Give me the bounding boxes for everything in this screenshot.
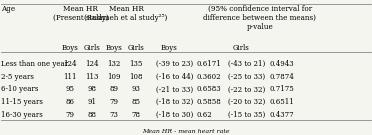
Text: Age: Age (1, 5, 16, 13)
Text: 0.6171: 0.6171 (196, 60, 221, 68)
Text: 132: 132 (107, 60, 121, 68)
Text: 98: 98 (87, 85, 96, 93)
Text: 0.7874: 0.7874 (269, 73, 294, 81)
Text: 91: 91 (87, 98, 96, 106)
Text: 124: 124 (63, 60, 76, 68)
Text: (-25 to 33): (-25 to 33) (228, 73, 266, 81)
Text: 73: 73 (110, 111, 118, 119)
Text: 135: 135 (129, 60, 143, 68)
Text: 6-10 years: 6-10 years (1, 85, 39, 93)
Text: 78: 78 (132, 111, 141, 119)
Text: Boys: Boys (106, 44, 122, 52)
Text: 108: 108 (129, 73, 143, 81)
Text: 16-30 years: 16-30 years (1, 111, 43, 119)
Text: 85: 85 (132, 98, 141, 106)
Text: 0.7175: 0.7175 (269, 85, 294, 93)
Text: 0.62: 0.62 (196, 111, 212, 119)
Text: 95: 95 (65, 85, 74, 93)
Text: Girls: Girls (83, 44, 100, 52)
Text: 86: 86 (65, 98, 74, 106)
Text: 0.4377: 0.4377 (269, 111, 294, 119)
Text: 0.3602: 0.3602 (196, 73, 221, 81)
Text: 2-5 years: 2-5 years (1, 73, 34, 81)
Text: Less than one year: Less than one year (1, 60, 68, 68)
Text: (-18 to 30): (-18 to 30) (157, 111, 194, 119)
Text: Girls: Girls (232, 44, 249, 52)
Text: (-20 to 32): (-20 to 32) (228, 98, 266, 106)
Text: 0.4943: 0.4943 (269, 60, 294, 68)
Text: (-21 to 33): (-21 to 33) (157, 85, 193, 93)
Text: 0.5858: 0.5858 (196, 98, 221, 106)
Text: 89: 89 (109, 85, 119, 93)
Text: (-15 to 35): (-15 to 35) (228, 111, 266, 119)
Text: 79: 79 (65, 111, 74, 119)
Text: 109: 109 (107, 73, 121, 81)
Text: 88: 88 (87, 111, 96, 119)
Text: Girls: Girls (128, 44, 145, 52)
Text: 0.6583: 0.6583 (196, 85, 221, 93)
Text: (95% confidence interval for
difference between the means)
p-value: (95% confidence interval for difference … (203, 5, 316, 31)
Text: (-16 to 44): (-16 to 44) (157, 73, 194, 81)
Text: Boys: Boys (61, 44, 78, 52)
Text: Mean HR - mean heart rate: Mean HR - mean heart rate (142, 129, 230, 134)
Text: 124: 124 (85, 60, 99, 68)
Text: 111: 111 (63, 73, 76, 81)
Text: 11-15 years: 11-15 years (1, 98, 43, 106)
Text: 79: 79 (109, 98, 119, 106)
Text: 113: 113 (85, 73, 99, 81)
Text: Boys: Boys (161, 44, 178, 52)
Text: 93: 93 (132, 85, 141, 93)
Text: (-39 to 23): (-39 to 23) (157, 60, 193, 68)
Text: 0.6511: 0.6511 (269, 98, 294, 106)
Text: Mean HR
(Present study): Mean HR (Present study) (53, 5, 109, 22)
Text: (-18 to 32): (-18 to 32) (157, 98, 194, 106)
Text: (-22 to 32): (-22 to 32) (228, 85, 266, 93)
Text: (-43 to 21): (-43 to 21) (228, 60, 266, 68)
Text: Mean HR
(Salameh et al study²⁵): Mean HR (Salameh et al study²⁵) (84, 5, 168, 22)
